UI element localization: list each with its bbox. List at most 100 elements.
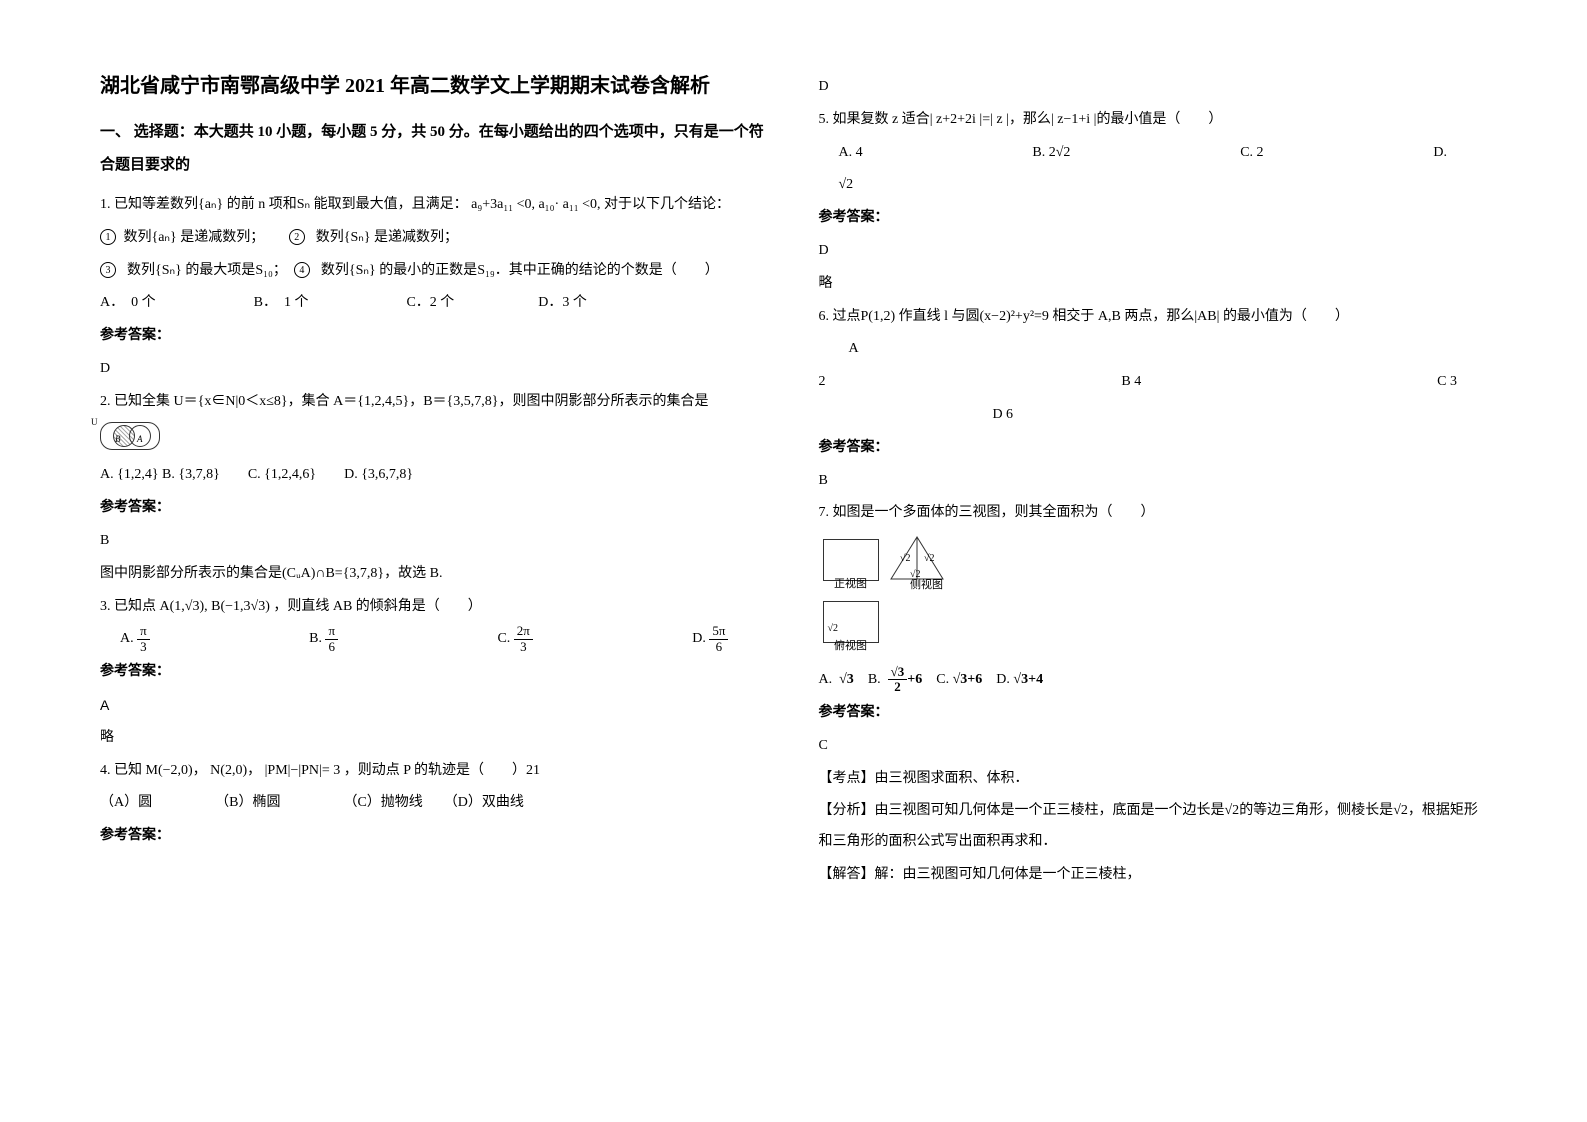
q7-c-val: √3+6 bbox=[953, 672, 983, 687]
q1-li2b: 是递减数列； bbox=[374, 230, 458, 245]
q7-ob: B. bbox=[868, 672, 881, 687]
q1-text-d: 对于以下几个结论： bbox=[604, 197, 730, 212]
top-view-box: √2 俯视图 bbox=[823, 601, 879, 643]
q4-n: N(2,0) bbox=[210, 763, 247, 778]
q7-answer: C bbox=[819, 731, 1488, 762]
frac-den: 6 bbox=[709, 640, 728, 654]
frac-num: π bbox=[137, 624, 150, 639]
q3-pts: A(1,√3), B(−1,3√3) bbox=[160, 599, 270, 614]
q1-answer: D bbox=[100, 354, 769, 385]
q7-fenxi: 【分析】由三视图可知几何体是一个正三棱柱，底面是一个边长是√2的等边三角形，侧棱… bbox=[819, 796, 1488, 858]
q1-li3c: ； bbox=[273, 263, 287, 278]
q2-options: A. {1,2,4} B. {3,7,8} C. {1,2,4,6} D. {3… bbox=[100, 460, 769, 491]
q1-li4a: 数列 bbox=[321, 263, 349, 278]
frac-num: π bbox=[325, 624, 338, 639]
q1-li1a: 数列 bbox=[124, 230, 152, 245]
q7-stem: 7. 如图是一个多面体的三视图，则其全面积为（ ） bbox=[819, 498, 1488, 529]
q1-li4-sn: {Sₙ} bbox=[349, 263, 376, 278]
q6-c: 相交于 A,B 两点，那么 bbox=[1052, 309, 1194, 324]
q7-b-p6: +6 bbox=[907, 672, 922, 687]
q1-answer-label: 参考答案： bbox=[100, 321, 769, 352]
q7-oc: C. bbox=[936, 672, 949, 687]
circled-3-icon: 3 bbox=[100, 262, 116, 278]
q5-answer-label: 参考答案： bbox=[819, 203, 1488, 234]
q5-a: 5. 如果复数 z 适合 bbox=[819, 112, 930, 127]
tri-left-label: √2 bbox=[900, 553, 911, 564]
q2-explanation: 图中阴影部分所表示的集合是(CᵤA)∩B={3,7,8}，故选 B. bbox=[100, 559, 769, 590]
q1-li3-sn: {Sₙ} bbox=[155, 263, 182, 278]
q6-answer: B bbox=[819, 466, 1488, 497]
fx-r2a: √2 bbox=[1225, 803, 1240, 818]
q5-opt-d: D. bbox=[1433, 138, 1447, 169]
q6-circ: (x−2)²+y²=9 bbox=[980, 309, 1049, 324]
q4-answer-label: 参考答案： bbox=[100, 821, 769, 852]
q5-opt-a: A. 4 bbox=[839, 138, 863, 169]
q3-opt-a: A. π3 bbox=[120, 624, 150, 655]
q6-c3: C 3 bbox=[1437, 367, 1457, 398]
q1-text-c: 能取到最大值，且满足： bbox=[314, 197, 468, 212]
side-view-label: 侧视图 bbox=[899, 573, 955, 597]
q2-stem: 2. 已知全集 U＝{x∈N|0＜x≤8}，集合 A＝{1,2,4,5}，B＝{… bbox=[100, 387, 769, 418]
fx-r2b: √2 bbox=[1393, 803, 1408, 818]
section-1-heading: 一、 选择题：本大题共 10 小题，每小题 5 分，共 50 分。在每小题给出的… bbox=[100, 116, 769, 182]
q4-answer: D bbox=[819, 72, 1488, 103]
front-view-label: 正视图 bbox=[824, 572, 878, 596]
q1-li1-an: {aₙ} bbox=[152, 230, 177, 245]
q5-opt-d-val: √2 bbox=[819, 170, 1488, 201]
front-view-box: 正视图 bbox=[823, 539, 879, 581]
q6-b4: B 4 bbox=[1121, 367, 1141, 398]
q1-li3a: 数列 bbox=[127, 263, 155, 278]
q7-options: A. √3 B. √32+6 C. √3+6 D. √3+4 bbox=[819, 665, 1488, 696]
q1-li2a: 数列 bbox=[316, 230, 344, 245]
q2-answer-label: 参考答案： bbox=[100, 493, 769, 524]
venn-label-b: B bbox=[115, 430, 121, 450]
three-view-diagram: 正视图 √2 √2 √2 侧视图 √2 俯视图 bbox=[823, 535, 1488, 643]
q5-c2: | z−1+i | bbox=[1051, 112, 1097, 127]
q3-opt-d: D. 5π6 bbox=[692, 624, 728, 655]
q5-b: ，那么 bbox=[1009, 112, 1051, 127]
q1-stem: 1. 已知等差数列{aₙ} 的前 n 项和Sₙ 能取到最大值，且满足： a₉+3… bbox=[100, 190, 769, 221]
q3-options: A. π3 B. π6 C. 2π3 D. 5π6 bbox=[100, 624, 769, 655]
q5-answer: D bbox=[819, 236, 1488, 267]
q3-answer-label: 参考答案： bbox=[100, 657, 769, 688]
q4-stem: 4. 已知 M(−2,0)， N(2,0)， |PM|−|PN|= 3 ，则动点… bbox=[100, 756, 769, 787]
q3-ob-label: B. bbox=[309, 631, 322, 646]
sep: ， bbox=[247, 763, 261, 778]
fx-b: 的等边三角形，侧棱长是 bbox=[1239, 803, 1393, 818]
q3-a: 3. 已知点 bbox=[100, 599, 156, 614]
q6-2: 2 bbox=[819, 367, 826, 398]
q4-options: （A）圆 （B）椭圆 （C）抛物线 （D）双曲线 bbox=[100, 788, 769, 819]
venn-label-a: A bbox=[137, 430, 143, 450]
q7-a-val: √3 bbox=[839, 672, 854, 687]
q1-li4b: 的最小的正数是 bbox=[379, 263, 477, 278]
q2-answer: B bbox=[100, 526, 769, 557]
q5-c: 的最小值是（ ） bbox=[1096, 112, 1222, 127]
q3-opt-b: B. π6 bbox=[309, 624, 338, 655]
q3-oc-label: C. bbox=[497, 631, 510, 646]
q6-stem: 6. 过点P(1,2) 作直线 l 与圆(x−2)²+y²=9 相交于 A,B … bbox=[819, 302, 1488, 333]
q5-options: A. 4 B. 2√2 C. 2 D. bbox=[819, 138, 1488, 169]
q1-li1b: 是递减数列； bbox=[180, 230, 264, 245]
q7-kaodian: 【考点】由三视图求面积、体积． bbox=[819, 764, 1488, 795]
q5-c1: | z+2+2i |=| z | bbox=[930, 112, 1009, 127]
q6-answer-label: 参考答案： bbox=[819, 433, 1488, 464]
q3-opt-c: C. 2π3 bbox=[497, 624, 532, 655]
q7-jieda: 【解答】解：由三视图可知几何体是一个正三棱柱， bbox=[819, 860, 1488, 891]
q4-b: ，则动点 P 的轨迹是（ ）21 bbox=[344, 763, 540, 778]
q7-oa: A. bbox=[819, 672, 833, 687]
top-view-label: 俯视图 bbox=[824, 634, 878, 658]
exam-title: 湖北省咸宁市南鄂高级中学 2021 年高二数学文上学期期末试卷含解析 bbox=[100, 70, 769, 102]
circled-4-icon: 4 bbox=[294, 262, 310, 278]
q1-cond: a₉+3a₁₁ <0, a₁₀· a₁₁ <0, bbox=[471, 197, 600, 212]
q1-li2-sn: {Sₙ} bbox=[344, 230, 371, 245]
q1-s10: S₁₀ bbox=[255, 263, 273, 278]
q4-a: 4. 已知 bbox=[100, 763, 142, 778]
frac-den: 6 bbox=[325, 640, 338, 654]
venn-label-u: U bbox=[91, 413, 98, 433]
venn-diagram: U B A bbox=[100, 422, 769, 453]
q7-d-val: √3+4 bbox=[1013, 672, 1043, 687]
q3-stem: 3. 已知点 A(1,√3), B(−1,3√3) ，则直线 AB 的倾斜角是（… bbox=[100, 592, 769, 623]
q6-p: P(1,2) bbox=[861, 309, 896, 324]
frac-den: 2 bbox=[888, 680, 908, 694]
q3-answer: A bbox=[100, 690, 769, 721]
